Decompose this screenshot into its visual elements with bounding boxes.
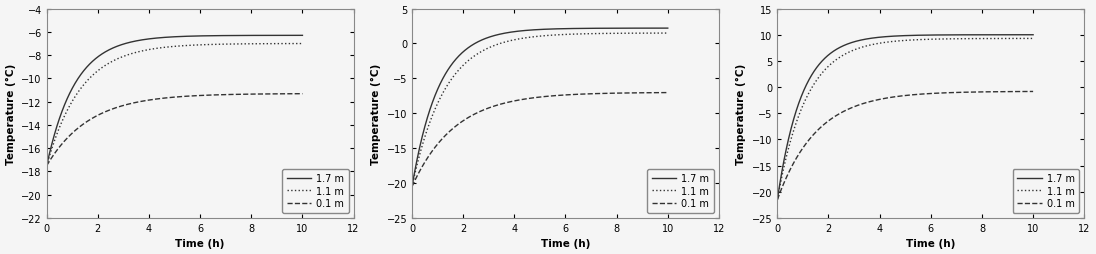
Legend: 1.7 m, 1.1 m, 0.1 m: 1.7 m, 1.1 m, 0.1 m [647,169,715,213]
Y-axis label: Temperature (°C): Temperature (°C) [5,64,15,164]
Legend: 1.7 m, 1.1 m, 0.1 m: 1.7 m, 1.1 m, 0.1 m [1013,169,1080,213]
Y-axis label: Temperature (°C): Temperature (°C) [370,64,381,164]
X-axis label: Time (h): Time (h) [540,239,590,248]
X-axis label: Time (h): Time (h) [906,239,956,248]
Legend: 1.7 m, 1.1 m, 0.1 m: 1.7 m, 1.1 m, 0.1 m [282,169,349,213]
Y-axis label: Temperature (°C): Temperature (°C) [737,64,746,164]
X-axis label: Time (h): Time (h) [175,239,225,248]
